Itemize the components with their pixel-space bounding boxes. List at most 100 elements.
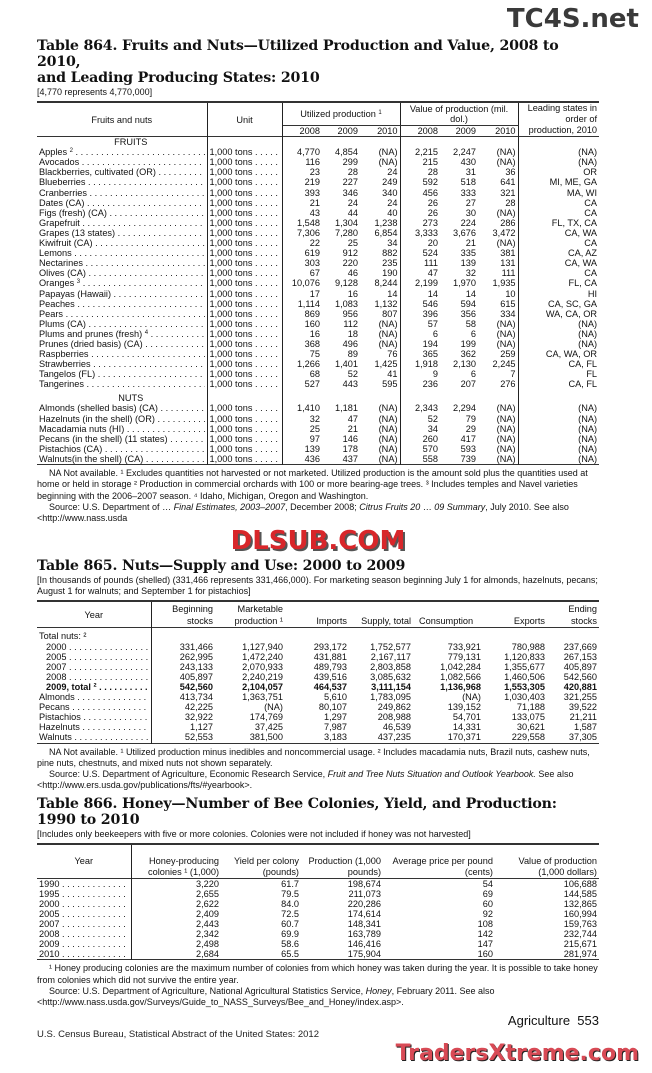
row-year-text: 2008: [39, 672, 149, 682]
table-row: 2009 2,498 58.6 146,416 147 215,671: [37, 939, 599, 950]
cell: 456: [422, 187, 439, 198]
cell: 69.9: [281, 929, 299, 940]
cell: 30: [465, 207, 477, 218]
col-header: Value of production (1,000 dollars): [518, 855, 598, 877]
table-row: Macadamia nuts (HI)1,000 tons2521(NA)342…: [37, 423, 599, 434]
cell: 139,152: [447, 702, 481, 713]
row-name-text: Grapefruit: [39, 218, 205, 228]
cell: 4,770: [297, 147, 320, 158]
cell: 42,225: [184, 702, 213, 713]
cell: 133,075: [511, 712, 545, 723]
cell: 1,136,968: [440, 681, 481, 692]
cell: 139: [460, 258, 477, 269]
cell: 524: [422, 248, 439, 259]
cell: 443: [342, 379, 358, 390]
cell: (NA): [478, 157, 519, 168]
table-row: Plums (CA)1,000 tons160112(NA)5758(NA)(N…: [37, 318, 599, 329]
cell: 52,553: [184, 732, 213, 743]
cell: (NA): [478, 238, 519, 249]
cell: 132,865: [563, 898, 597, 909]
row-unit-text: 1,000 tons: [210, 434, 280, 444]
cell: 430: [460, 157, 477, 168]
row-name: Olives (CA): [37, 268, 208, 279]
cell: (NA): [478, 413, 519, 424]
col-header-leading-states: Leading states in order of production, 2…: [527, 103, 598, 136]
table-866: Year Honey-producing colonies ¹ (1,000) Yi…: [37, 843, 599, 961]
row-unit: 1,000 tons: [207, 349, 283, 360]
cell: 1,030,403: [504, 692, 545, 703]
cell: 2,803,858: [370, 661, 411, 672]
row-year-text: 2008: [39, 929, 129, 939]
table-865-headnote: [In thousands of pounds (shelled) (331,4…: [37, 575, 598, 597]
cell: 276: [478, 379, 519, 390]
cell: 259: [478, 349, 519, 360]
cell: (NA): [360, 423, 401, 434]
cell: 2,655: [196, 888, 219, 899]
row-year-text: 2007: [39, 662, 149, 672]
cell: (NA): [578, 453, 598, 464]
row-unit: 1,000 tons: [207, 423, 283, 434]
table-row: 2009, total ² 542,560 2,104,057 464,537 3,11…: [37, 681, 599, 693]
cell: 111: [424, 258, 439, 269]
col-header: Year: [37, 601, 152, 628]
table-row: Walnuts 52,553 381,500 3,183 437,235 170,371 2…: [37, 732, 599, 744]
cell: 229,558: [511, 732, 545, 743]
table-row: Hazelnuts 1,127 37,425 7,987 46,539 14,331 30,…: [37, 722, 599, 733]
spacer: [547, 628, 599, 642]
cell: 335: [460, 248, 477, 259]
table-866-headnote: [Includes only beekeepers with five or m…: [37, 828, 471, 839]
cell: 3,183: [324, 732, 347, 743]
row-year: 2005: [37, 908, 132, 920]
table-865-notes: NA Not available. ¹ Utilized production …: [37, 747, 599, 792]
row-year-text: 2010: [39, 949, 129, 959]
section-spacer: [518, 389, 599, 403]
cell: (NA): [360, 453, 401, 465]
cell: (NA): [360, 328, 401, 339]
row-year: 2007: [37, 919, 132, 930]
table-row: 2005 2,409 72.5 174,614 92 160,994: [37, 908, 599, 920]
row-name: Blackberries, cultivated (OR): [37, 167, 208, 178]
row-unit-text: 1,000 tons: [210, 299, 280, 309]
cell: 1,401: [335, 359, 358, 370]
section-spacer: [207, 389, 283, 404]
section-spacer: [322, 137, 360, 148]
cell: CA: [584, 197, 598, 208]
cell: 29: [465, 423, 477, 434]
table-row: 2005 262,995 1,472,240 431,881 2,167,117 779,…: [37, 651, 599, 662]
col-header: Ending stocks: [568, 604, 597, 627]
spacer: [151, 628, 215, 642]
cell: 20: [427, 238, 439, 249]
row-name-text: Strawberries: [39, 359, 205, 369]
row-unit-text: 1,000 tons: [210, 349, 280, 359]
row-name: Pecans (in the shell) (11 states): [37, 433, 208, 444]
cell: 619: [304, 248, 320, 259]
cell: 1,783,095: [370, 692, 411, 703]
cell: 14: [427, 288, 439, 299]
cell: 175,904: [347, 949, 381, 960]
cell: 17: [309, 288, 320, 299]
col-header: Yield per colony (pounds): [233, 855, 299, 877]
table-row: Pecans (in the shell) (11 states) 1,000 t…: [37, 433, 599, 444]
cell: 31: [465, 167, 477, 178]
cell: 6,854: [360, 227, 401, 239]
section-spacer: [360, 389, 401, 404]
row-unit-text: 1,000 tons: [210, 289, 280, 299]
section-spacer: [478, 389, 519, 404]
cell: 807: [360, 308, 401, 319]
row-unit: 1,000 tons: [207, 157, 283, 168]
cell: 439,516: [313, 671, 347, 682]
row-unit-text: 1,000 tons: [210, 403, 280, 413]
cell: 299: [342, 157, 358, 168]
cell: 6: [470, 328, 477, 339]
col-header: Average price per pound (cents): [392, 855, 493, 877]
row-unit-text: 1,000 tons: [210, 278, 280, 288]
cell: 321: [478, 187, 519, 198]
cell: 346: [342, 187, 358, 198]
cell: 7: [478, 369, 519, 380]
cell: 267,153: [563, 651, 597, 662]
